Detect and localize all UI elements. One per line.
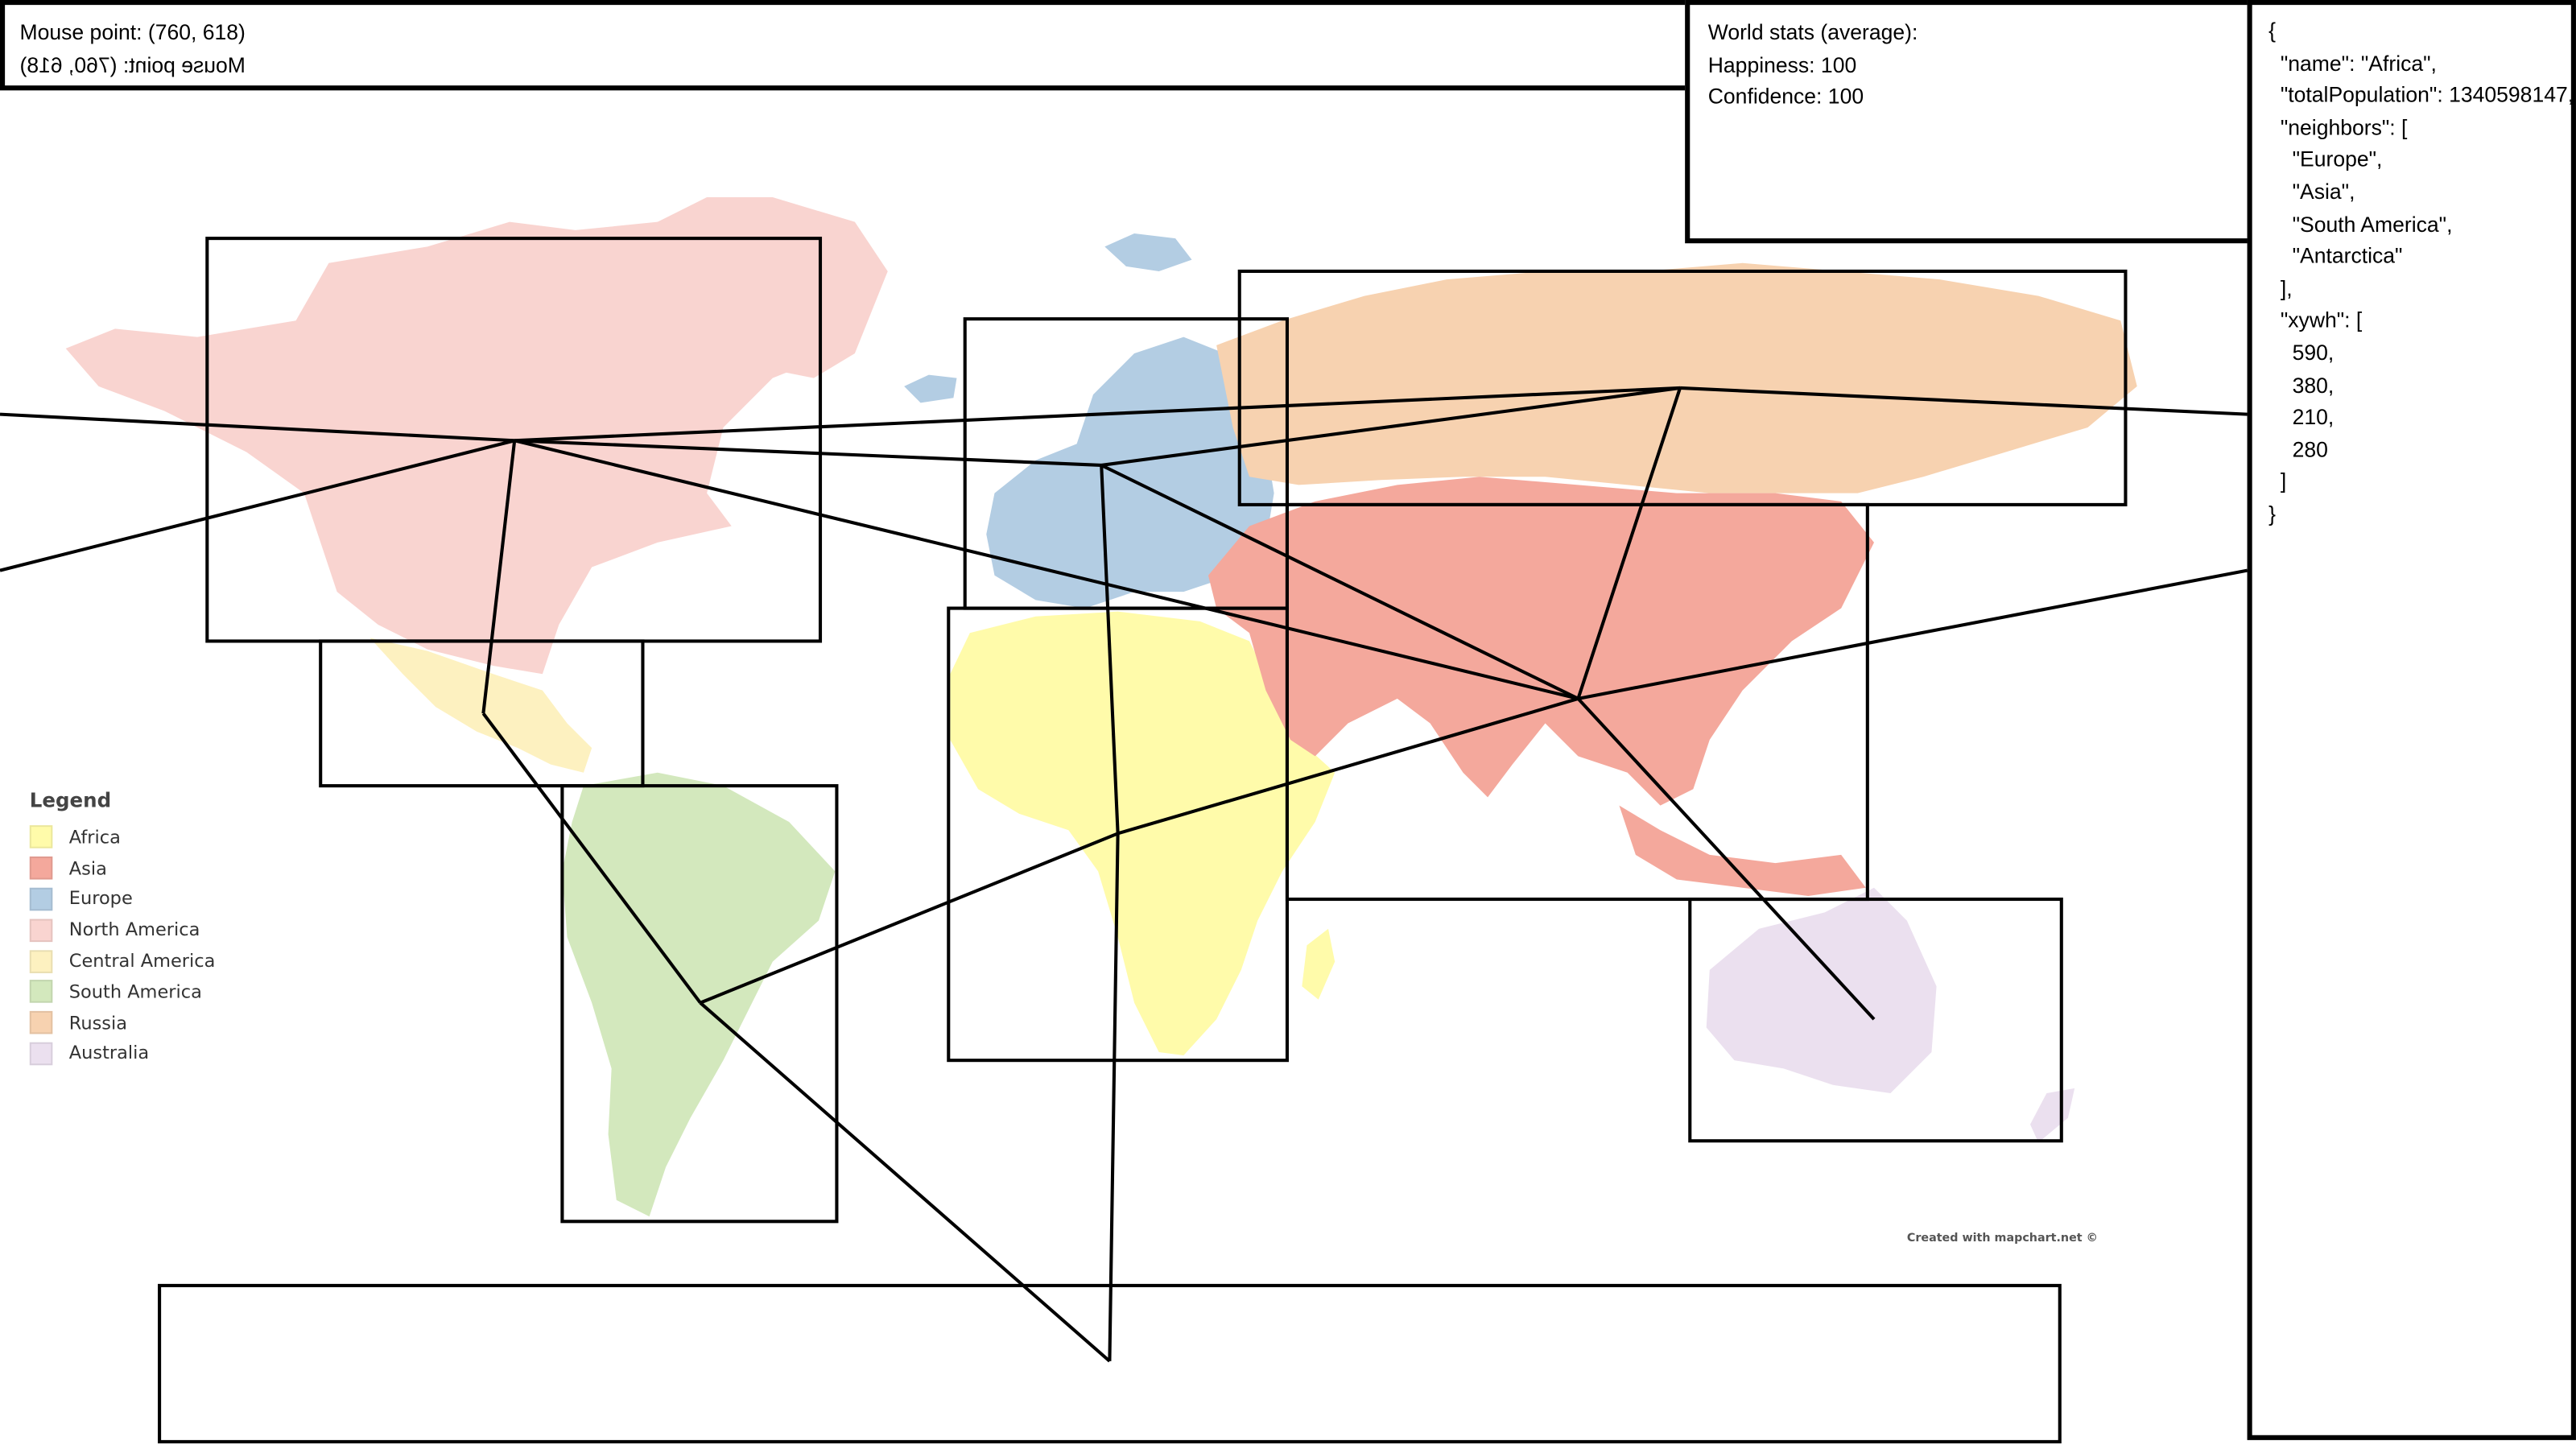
world-stats-panel: World stats (average): Happiness: 100 Co… <box>1685 0 2252 244</box>
bbox-south-america <box>560 784 839 1224</box>
legend-swatch <box>29 949 53 973</box>
legend-item: Africa <box>29 822 216 853</box>
legend-label: Australia <box>68 1042 150 1065</box>
legend-label: Central America <box>68 950 216 972</box>
legend-label: South America <box>68 981 202 1003</box>
bbox-africa <box>947 606 1290 1063</box>
legend-label: Europe <box>68 888 133 910</box>
world-stats-title: World stats (average): <box>1707 19 1918 45</box>
legend-label: North America <box>68 919 200 941</box>
legend-item: Russia <box>29 1007 216 1038</box>
happiness-stat: Happiness: 100 <box>1707 52 1857 77</box>
bbox-central-america <box>319 639 645 788</box>
region-central-america[interactable] <box>369 638 592 773</box>
legend-item: South America <box>29 976 216 1007</box>
indonesia-shape <box>1619 805 1866 896</box>
region-africa[interactable] <box>950 611 1335 1056</box>
svalbard-shape <box>1104 233 1192 271</box>
mouse-point-text: Mouse point: (760, 618) <box>19 19 246 45</box>
legend-item: North America <box>29 914 216 945</box>
confidence-stat: Confidence: 100 <box>1707 84 1864 109</box>
mouse-panel: Mouse point: (760, 618) Mouse point: (76… <box>0 0 1700 91</box>
legend-swatch <box>29 857 53 880</box>
legend-title: Legend <box>29 789 112 812</box>
iceland-shape <box>904 374 957 403</box>
bbox-australia <box>1688 897 2063 1143</box>
legend-item: Australia <box>29 1038 216 1069</box>
legend-swatch <box>29 1042 53 1066</box>
region-europe[interactable] <box>986 336 1274 609</box>
legend-item: Europe <box>29 884 216 914</box>
legend-swatch <box>29 887 53 911</box>
legend-item: Central America <box>29 946 216 976</box>
legend-label: Africa <box>68 826 121 848</box>
neighbor-lines <box>0 386 2248 1363</box>
madagascar-shape <box>1302 928 1335 1000</box>
region-australia[interactable] <box>1706 887 1937 1093</box>
selected-region-json: { "name": "Africa", "totalPopulation": 1… <box>2268 18 2574 526</box>
map-credit: Created with mapchart.net © <box>1906 1231 2098 1245</box>
new-zealand-shape <box>2029 1088 2075 1143</box>
legend-swatch <box>29 919 53 942</box>
mouse-point-mirrored-text: Mouse point: (760, 618) <box>19 52 246 77</box>
legend-label: Russia <box>68 1012 128 1034</box>
legend-item: Asia <box>29 853 216 883</box>
legend-swatch <box>29 1011 53 1034</box>
legend-label: Asia <box>68 857 107 879</box>
legend-swatch <box>29 825 53 849</box>
region-south-america[interactable] <box>562 772 836 1217</box>
greenland-shape <box>641 197 888 378</box>
legend-swatch <box>29 980 53 1004</box>
region-asia[interactable] <box>1208 477 1874 806</box>
region-russia[interactable] <box>1216 262 2137 493</box>
selected-region-json-panel: { "name": "Africa", "totalPopulation": 1… <box>2247 0 2576 1440</box>
map-legend: Legend Africa Asia Europe North America Cent… <box>29 789 216 1069</box>
